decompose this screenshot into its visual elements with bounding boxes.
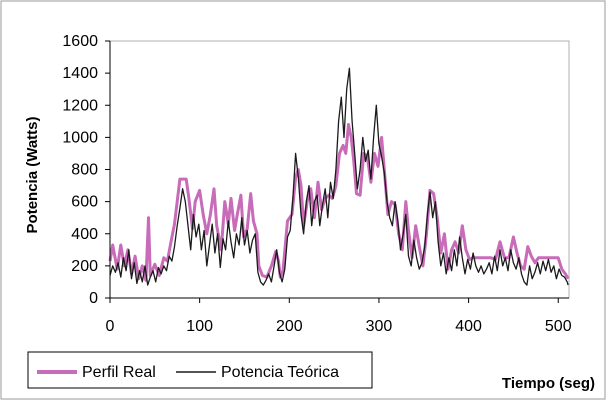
x-tick-label: 400 [455, 318, 482, 335]
x-tick-label: 200 [276, 318, 303, 335]
x-tick-label: 0 [106, 318, 115, 335]
y-axis-title: Potencia (Watts) [24, 117, 41, 234]
legend: Perfil Real Potencia Teórica [27, 351, 373, 389]
x-axis-title: Tiempo (seg) [502, 375, 595, 392]
legend-label-perfil-real: Perfil Real [82, 364, 156, 381]
axes-layer: 0 200 400 600 800 1000 1200 1400 1600 0 100 200 300 4… [62, 33, 571, 335]
y-tick-label: 0 [89, 290, 98, 307]
series-line-perfil-real [108, 123, 570, 282]
y-tick-label: 200 [71, 258, 98, 275]
y-tick-label: 1200 [62, 97, 98, 114]
x-tick-label: 100 [186, 318, 213, 335]
series-line-potencia-teorica [109, 67, 569, 286]
plot-area [109, 40, 570, 299]
legend-box [27, 351, 373, 389]
y-tick-label: 1400 [62, 65, 98, 82]
plot-background [109, 40, 570, 299]
y-tick-label: 1000 [62, 129, 98, 146]
series-layer [108, 67, 570, 286]
x-tick-label: 300 [366, 318, 393, 335]
legend-label-potencia-teorica: Potencia Teórica [221, 364, 339, 381]
y-tick-label: 800 [71, 162, 98, 179]
y-tick-label: 600 [71, 194, 98, 211]
y-tick-label: 400 [71, 226, 98, 243]
y-tick-label: 1600 [62, 33, 98, 50]
x-tick-label: 500 [545, 318, 572, 335]
